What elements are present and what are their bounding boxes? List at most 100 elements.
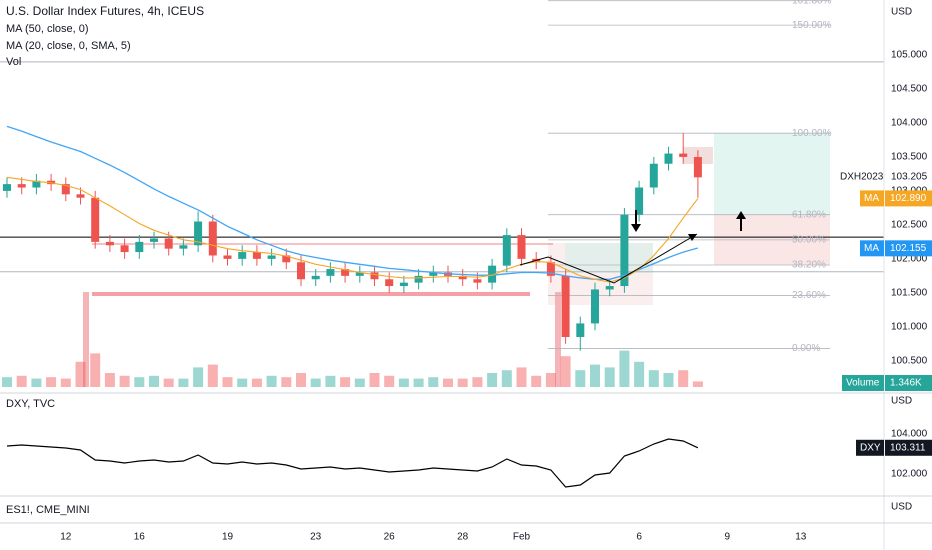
volume-bar: [501, 370, 512, 387]
candle-body: [370, 272, 379, 280]
y-tick-label: 102.000: [891, 254, 928, 265]
x-tick-label: 23: [310, 532, 322, 543]
y-tick-label: 104.000: [891, 429, 928, 440]
up-arrow-head: [736, 211, 746, 219]
highlight-bar: [555, 292, 561, 387]
volume-bar: [516, 367, 527, 387]
y-tick-label: 104.000: [891, 118, 928, 129]
y-tick-label: 105.000: [891, 50, 928, 61]
dxy-badge: [885, 439, 932, 456]
dxy-line: [6, 438, 699, 488]
candle-body: [91, 197, 100, 242]
arrow-head: [688, 234, 697, 241]
candle-body: [664, 153, 673, 164]
badge-tag: [860, 240, 884, 257]
fib-label: 161.80%: [792, 0, 832, 6]
chart-title: U.S. Dollar Index Futures, 4h, ICEUS: [6, 4, 204, 18]
volume-bar: [104, 373, 115, 387]
volume-bar: [119, 375, 130, 387]
badge-tag: [842, 375, 884, 391]
x-tick-label: 9: [725, 532, 731, 543]
fib-label: 100.00%: [792, 128, 832, 139]
indicator-label: MA (20, close, 0, SMA, 5): [6, 40, 131, 52]
candle-body: [120, 245, 129, 253]
x-tick-label: 16: [134, 532, 146, 543]
candle-body: [238, 252, 247, 259]
y-tick-label: 101.500: [891, 287, 928, 298]
candle-body: [326, 269, 335, 276]
volume-bar: [590, 364, 600, 387]
y-tick-label: 101.000: [891, 321, 928, 332]
candle-body: [605, 286, 614, 290]
last-price: 103.205: [891, 172, 928, 183]
fib-label: 50.00%: [792, 234, 826, 245]
candle-body: [179, 245, 188, 249]
y-tick-label: 103.500: [891, 152, 928, 163]
candle-body: [385, 279, 394, 287]
candle-body: [105, 241, 114, 246]
volume-bar: [16, 375, 27, 387]
volume-bar: [193, 367, 204, 387]
highlight-bar: [83, 292, 89, 387]
volume-bar: [31, 378, 42, 387]
price-badge-label: 1.346K: [890, 378, 922, 389]
volume-bar: [663, 373, 674, 387]
dxy-tag-label: DXY: [860, 442, 881, 453]
y-tick-label: 102.000: [891, 469, 928, 480]
y-tick-label: 100.500: [891, 355, 928, 366]
candle-body: [252, 252, 261, 259]
x-tick-label: 26: [384, 532, 396, 543]
ma20-line: [6, 176, 699, 283]
candle-body: [282, 255, 291, 263]
y-tick-label: 104.500: [891, 84, 928, 95]
volume-bar: [413, 378, 424, 387]
volume-bar: [251, 378, 262, 387]
dxy-tag: [856, 439, 884, 456]
candle-body: [502, 235, 511, 266]
candle-body: [3, 184, 11, 191]
candle-body: [32, 180, 41, 188]
volume-bar: [545, 373, 556, 387]
candle-body: [591, 289, 599, 324]
volume-bar: [619, 350, 630, 387]
x-tick-label: Feb: [513, 532, 531, 543]
volume-bar: [531, 375, 542, 387]
volume-bar: [398, 378, 409, 387]
volume-bar: [281, 377, 292, 387]
fib-label: 150.00%: [792, 20, 832, 31]
price-badge-label: 102.890: [890, 193, 927, 204]
currency-label: USD: [891, 502, 912, 513]
currency-label: USD: [891, 396, 912, 407]
candle-body: [620, 214, 629, 287]
candle-body: [458, 275, 467, 280]
fib-label: 0.00%: [792, 343, 820, 354]
candle-body: [473, 279, 482, 283]
volume-bar: [678, 370, 689, 387]
volume-bar: [575, 370, 586, 387]
x-tick-label: 19: [222, 532, 234, 543]
volume-bar: [443, 378, 453, 387]
volume-bar: [472, 377, 483, 387]
candle-body: [576, 323, 585, 338]
ma50-line: [6, 125, 699, 280]
candle-body: [61, 184, 70, 195]
volume-bar: [384, 375, 395, 387]
candle-body: [488, 265, 497, 283]
candle-body: [561, 275, 570, 338]
candle-body: [267, 255, 276, 259]
indicator-label: MA (50, close, 0): [6, 23, 89, 35]
volume-bar: [369, 373, 380, 387]
candle-body: [17, 184, 26, 188]
candle-body: [649, 163, 658, 188]
dxy-badge-label: 103.311: [890, 442, 926, 453]
badge-name: MA: [864, 243, 879, 254]
y-tick-label: 102.500: [891, 220, 928, 231]
volume-bar: [46, 377, 57, 387]
volume-bar: [692, 381, 703, 387]
volume-bar: [134, 377, 145, 387]
fib-label: 38.20%: [792, 260, 826, 271]
volume-bar: [163, 378, 174, 387]
candle-body: [341, 269, 350, 276]
pane-title: DXY, TVC: [6, 398, 55, 410]
